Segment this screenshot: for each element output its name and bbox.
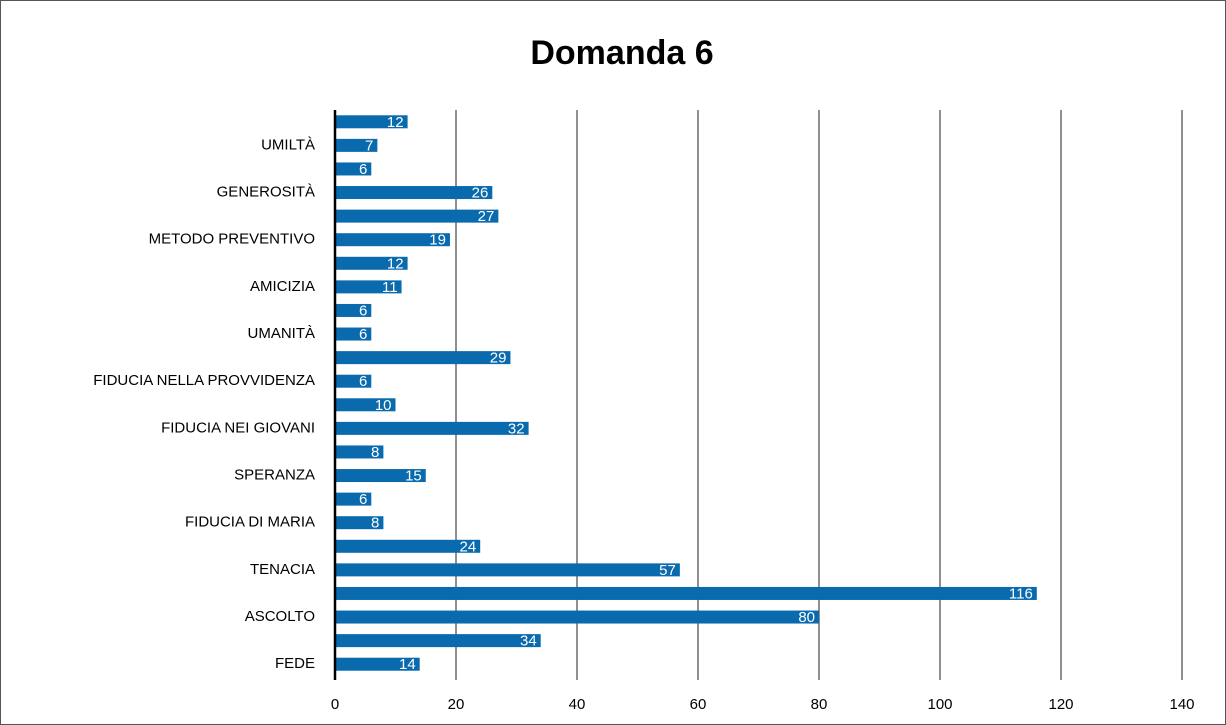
- y-tick-label: FEDE: [275, 655, 315, 672]
- bar: [335, 657, 420, 671]
- x-tick-label: 40: [569, 696, 586, 713]
- x-tick-label: 100: [927, 696, 952, 713]
- value-label: 11: [382, 279, 398, 296]
- y-tick-label: FIDUCIA DI MARIA: [185, 514, 315, 531]
- y-tick-label: FIDUCIA NELLA PROVVIDENZA: [93, 372, 315, 389]
- value-label: 8: [371, 515, 379, 532]
- value-label: 6: [359, 373, 367, 390]
- bar: [335, 233, 450, 247]
- y-tick-label: METODO PREVENTIVO: [149, 231, 315, 248]
- value-label: 12: [387, 114, 404, 131]
- value-label: 57: [659, 562, 676, 579]
- x-tick-label: 60: [690, 696, 707, 713]
- y-tick-label: GENEROSITÀ: [217, 184, 315, 201]
- x-tick-label: 120: [1048, 696, 1073, 713]
- bar: [335, 138, 378, 152]
- y-tick-label: SPERANZA: [234, 467, 315, 484]
- value-label: 6: [359, 491, 367, 508]
- bar: [335, 115, 408, 129]
- value-label: 8: [371, 444, 379, 461]
- value-label: 15: [405, 468, 422, 485]
- value-label: 24: [460, 538, 477, 555]
- value-label: 29: [490, 350, 507, 367]
- bar: [335, 327, 372, 341]
- bar: [335, 563, 680, 577]
- x-tick-label: 0: [331, 696, 339, 713]
- bar: [335, 351, 511, 365]
- bar: [335, 421, 529, 435]
- value-label: 6: [359, 302, 367, 319]
- bar: [335, 445, 384, 459]
- bar: [335, 398, 396, 412]
- value-label: 116: [1009, 585, 1033, 602]
- bar: [335, 469, 426, 483]
- bar: [335, 162, 372, 176]
- y-tick-label: ASCOLTO: [245, 608, 315, 625]
- value-label: 26: [472, 185, 489, 202]
- bar: [335, 610, 819, 624]
- bar: [335, 209, 499, 223]
- y-tick-label: AMICIZIA: [250, 278, 315, 295]
- bar: [335, 374, 372, 388]
- value-label: 19: [429, 232, 446, 249]
- value-label: 32: [508, 420, 525, 437]
- y-tick-label: TENACIA: [250, 561, 315, 578]
- bar: [335, 586, 1037, 600]
- y-tick-label: UMILTÀ: [261, 136, 315, 153]
- bar: [335, 186, 493, 200]
- bar: [335, 280, 402, 294]
- bar: [335, 303, 372, 317]
- value-label: 10: [375, 397, 392, 414]
- chart-title: Domanda 6: [530, 34, 713, 72]
- value-label: 6: [359, 326, 367, 343]
- bar: [335, 634, 541, 648]
- bar: [335, 516, 384, 530]
- y-tick-label: FIDUCIA NEI GIOVANI: [161, 419, 315, 436]
- x-tick-label: 80: [811, 696, 828, 713]
- x-tick-label: 140: [1169, 696, 1194, 713]
- value-label: 12: [387, 255, 404, 272]
- bar: [335, 256, 408, 270]
- bar: [335, 539, 481, 553]
- x-tick-label: 20: [448, 696, 465, 713]
- value-label: 14: [399, 656, 416, 673]
- value-label: 6: [359, 161, 367, 178]
- y-tick-label: UMANITÀ: [248, 325, 316, 342]
- value-label: 34: [520, 633, 537, 650]
- bar: [335, 492, 372, 506]
- value-label: 7: [365, 137, 373, 154]
- value-label: 80: [798, 609, 815, 626]
- value-label: 27: [478, 208, 495, 225]
